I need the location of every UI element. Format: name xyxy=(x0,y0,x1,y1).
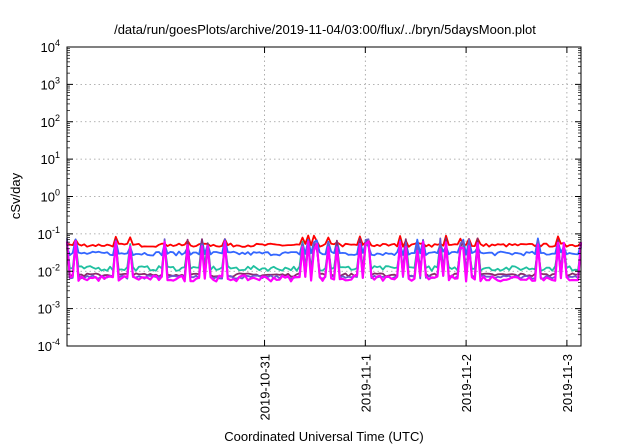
y-tick-label: 102 xyxy=(41,113,60,130)
chart-title: /data/run/goesPlots/archive/2019-11-04/0… xyxy=(114,22,536,37)
y-tick-label: 10-2 xyxy=(38,262,60,279)
x-tick-label: 2019-11-3 xyxy=(560,354,575,412)
y-tick-label: 10-4 xyxy=(38,337,60,354)
x-tick-label: 2019-11-1 xyxy=(358,354,373,412)
series-line xyxy=(66,240,582,272)
y-tick-label: 101 xyxy=(41,150,60,167)
x-tick-label: 2019-10-31 xyxy=(258,354,273,421)
y-tick-label: 103 xyxy=(41,75,60,92)
y-tick-labels: 10-4 10-3 10-2 10-1 100 101 102 103 104 xyxy=(38,38,60,354)
series-line xyxy=(66,234,582,248)
series-line xyxy=(65,240,583,283)
axis-ticks xyxy=(67,46,581,347)
x-axis-label: Coordinated Universal Time (UTC) xyxy=(224,429,423,444)
y-tick-label: 10-3 xyxy=(38,300,60,317)
x-tick-labels: 2019-10-312019-11-12019-11-22019-11-3201… xyxy=(258,354,575,421)
series-line xyxy=(66,237,582,278)
y-tick-label: 100 xyxy=(41,188,60,205)
series-lines xyxy=(65,234,583,283)
y-tick-label: 104 xyxy=(41,38,60,55)
grid-lines xyxy=(67,47,581,346)
series-line xyxy=(66,237,582,257)
y-axis-label: cSv/day xyxy=(8,172,23,219)
y-tick-label: 10-1 xyxy=(38,225,60,242)
x-tick-label: 2019-11-2 xyxy=(459,354,474,412)
